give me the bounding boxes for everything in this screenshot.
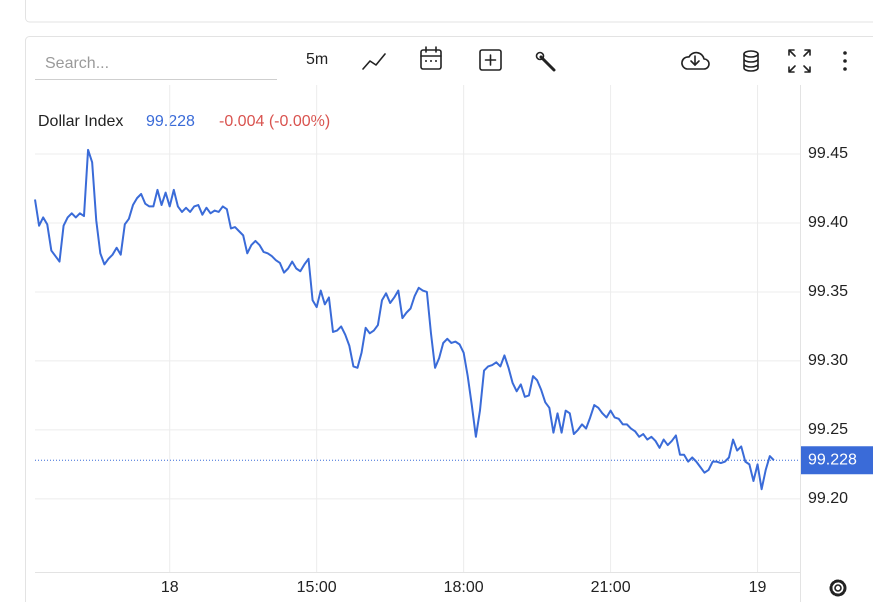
last-price-box [801, 446, 873, 475]
settings-tool-button[interactable] [535, 51, 556, 72]
x-tick-label: 15:00 [297, 579, 337, 596]
date-range-button[interactable] [420, 46, 442, 70]
interval-button[interactable]: 5m [306, 51, 328, 68]
y-tick-label: 99.25 [808, 421, 848, 438]
search-input[interactable]: Search... [45, 55, 109, 72]
x-tick-label: 21:00 [591, 579, 631, 596]
y-tick-label: 99.20 [808, 490, 848, 507]
price-line [34, 148, 775, 491]
y-tick-label: 99.40 [808, 214, 848, 231]
header-value: 99.228 [146, 113, 195, 130]
chart-type-button[interactable] [362, 53, 386, 70]
add-indicator-button[interactable] [479, 49, 502, 71]
data-button[interactable] [743, 50, 759, 72]
axis-settings-button[interactable] [829, 579, 847, 597]
more-menu-button[interactable] [843, 51, 847, 71]
header-change: -0.004 (-0.00%) [219, 113, 330, 130]
grid [35, 85, 800, 572]
fullscreen-button[interactable] [788, 49, 811, 73]
y-tick-label: 99.35 [808, 283, 848, 300]
chart-card [25, 36, 873, 602]
top-card [25, 0, 873, 23]
x-tick-label: 18 [161, 579, 179, 596]
y-tick-label: 99.30 [808, 352, 848, 369]
x-tick-label: 18:00 [444, 579, 484, 596]
download-button[interactable] [681, 51, 710, 70]
y-tick-label: 99.45 [808, 145, 848, 162]
last-price-label: 99.228 [808, 451, 857, 468]
x-tick-label: 19 [749, 579, 767, 596]
series-name: Dollar Index [38, 113, 123, 130]
